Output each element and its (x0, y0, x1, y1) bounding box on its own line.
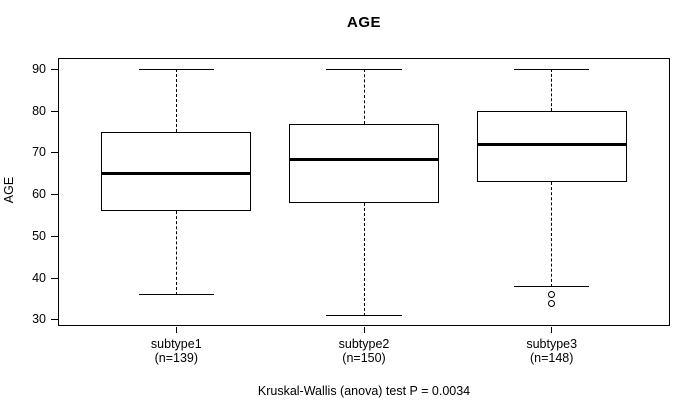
y-tick-mark (51, 68, 58, 70)
whisker-lower-cap (514, 286, 590, 288)
x-tick-mark (363, 327, 365, 333)
outlier-point (548, 291, 556, 299)
whisker-upper-cap (326, 68, 402, 70)
chart-title: AGE (346, 14, 381, 31)
group-name: subtype2 (338, 337, 390, 351)
whisker-lower-cap (138, 294, 214, 296)
whisker-lower-line (363, 203, 365, 316)
y-tick-mark (51, 235, 58, 237)
y-tick-mark (51, 110, 58, 112)
group-name: subtype1 (150, 337, 202, 351)
y-tick-label: 80 (32, 103, 46, 118)
median-line (476, 143, 627, 147)
y-tick-mark (51, 194, 58, 196)
iqr-box (288, 123, 440, 204)
group-count: (n=150) (342, 350, 386, 365)
whisker-upper-cap (514, 68, 590, 70)
group-name: subtype3 (526, 337, 578, 351)
y-tick-label: 50 (32, 228, 46, 243)
whisker-upper-cap (138, 68, 214, 70)
y-tick-mark (51, 152, 58, 154)
group-count: (n=139) (154, 350, 199, 365)
whisker-upper-line (551, 69, 553, 112)
median-line (288, 157, 440, 161)
x-tick-mark (551, 327, 553, 333)
x-tick-label: subtype3 (n=148) (492, 337, 612, 365)
y-tick-mark (51, 319, 58, 321)
whisker-lower-line (175, 211, 177, 295)
whisker-lower-cap (326, 315, 402, 317)
y-tick-label: 70 (32, 145, 46, 160)
outlier-point (548, 299, 556, 307)
whisker-upper-line (363, 69, 365, 124)
whisker-upper-line (175, 69, 177, 133)
plot-area (58, 58, 670, 326)
x-tick-mark (175, 327, 177, 333)
annotation-text: Kruskal-Wallis (anova) test P = 0.0034 (257, 384, 471, 398)
iqr-box (101, 132, 252, 212)
group-count: (n=148) (529, 350, 574, 365)
x-tick-label: subtype1 (n=139) (116, 337, 236, 365)
y-tick-label: 30 (32, 312, 46, 327)
y-tick-label: 60 (32, 187, 46, 202)
whisker-lower-line (551, 182, 553, 287)
iqr-box (476, 111, 627, 183)
x-tick-label: subtype2 (n=150) (304, 337, 424, 365)
y-tick-label: 40 (32, 270, 46, 285)
median-line (101, 172, 252, 176)
y-tick-label: 90 (32, 61, 46, 76)
y-tick-mark (51, 277, 58, 279)
